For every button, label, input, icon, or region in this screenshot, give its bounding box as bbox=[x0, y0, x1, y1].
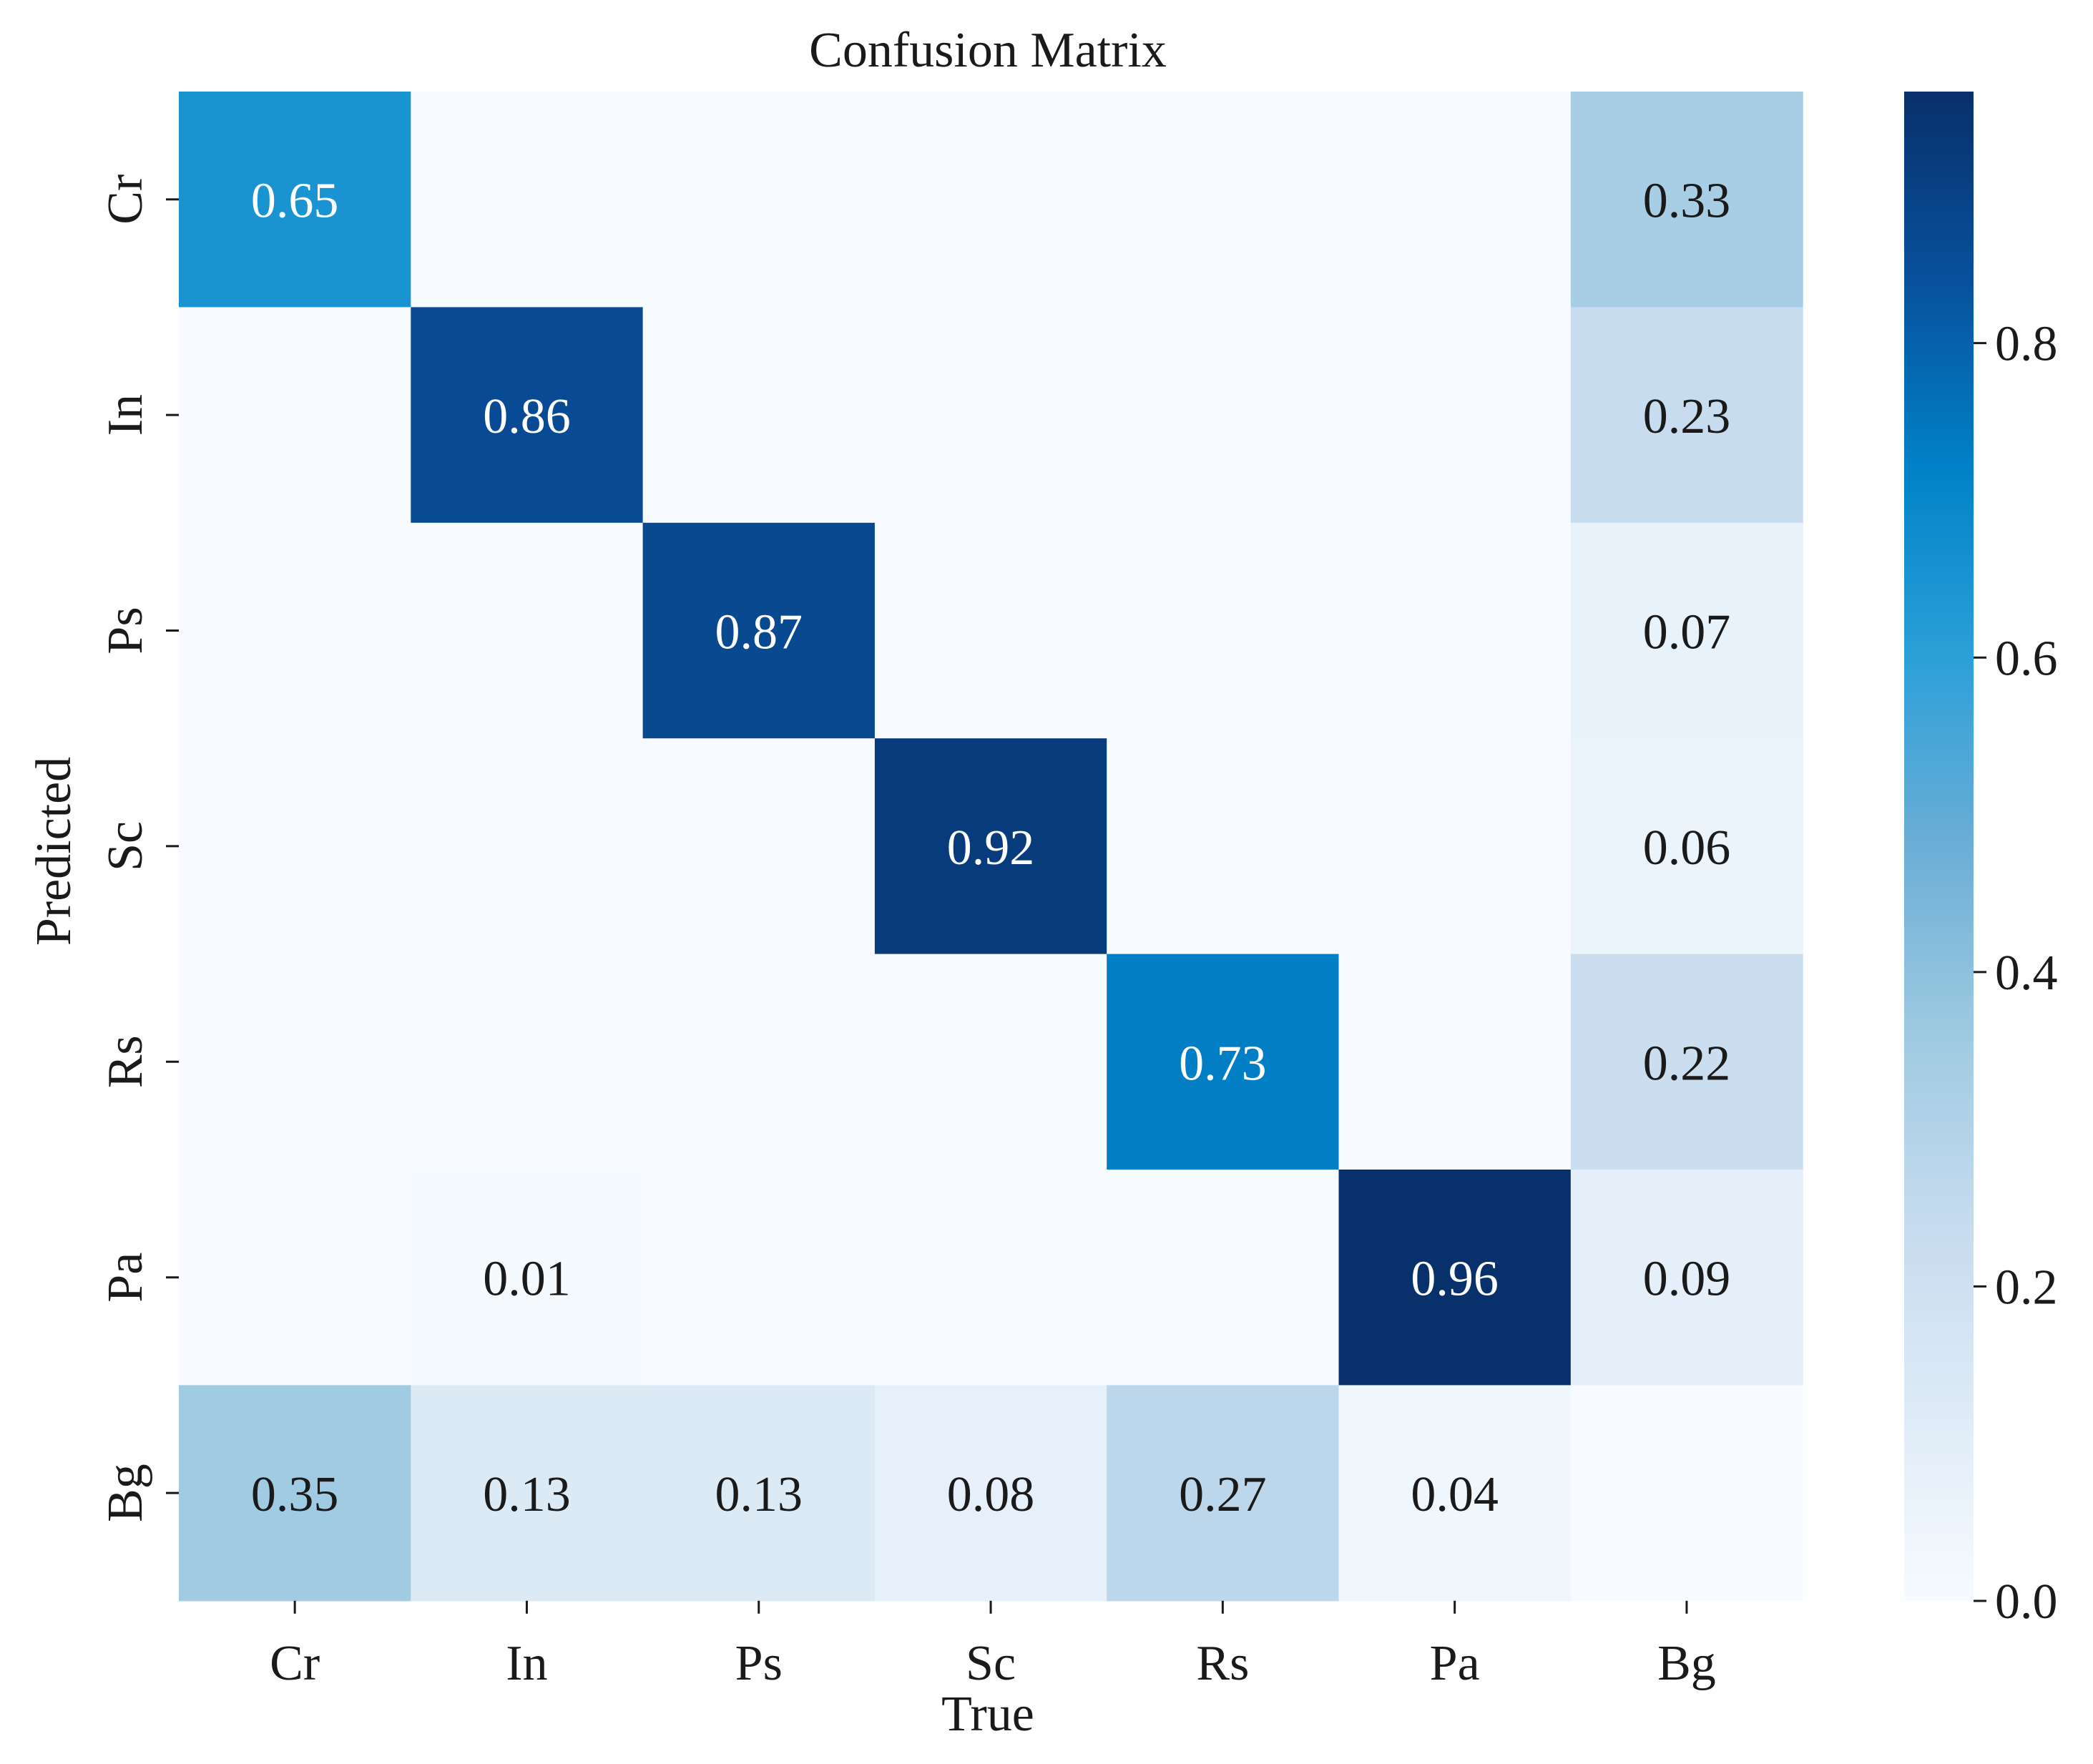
cell-label: 0.87 bbox=[715, 605, 803, 660]
heatmap-cell-bg-bg bbox=[1570, 1385, 1803, 1602]
cell-label: 0.27 bbox=[1179, 1467, 1267, 1522]
cell-label: 0.33 bbox=[1643, 174, 1731, 229]
y-tick-label-rs: Rs bbox=[98, 1035, 153, 1088]
heatmap-cell-pa-ps bbox=[642, 1170, 876, 1386]
heatmap-cell-pa-rs bbox=[1107, 1170, 1340, 1386]
colorbar: 0.0 0.2 0.4 0.6 0.8 bbox=[1904, 92, 2058, 1630]
x-tick-label-sc: Sc bbox=[966, 1636, 1016, 1691]
x-tick-label-ps: Ps bbox=[735, 1636, 783, 1691]
cell-label: 0.65 bbox=[251, 174, 339, 229]
x-tick-label-pa: Pa bbox=[1430, 1636, 1480, 1691]
cell-label: 0.01 bbox=[483, 1252, 571, 1307]
y-tick-label-ps: Ps bbox=[98, 607, 153, 654]
heatmap-cell-bg-sc bbox=[874, 1385, 1107, 1602]
heatmap-cell-sc-bg bbox=[1570, 738, 1803, 955]
heatmap-cell-pa-sc bbox=[874, 1170, 1107, 1386]
cell-label: 0.92 bbox=[947, 820, 1035, 876]
heatmap-cell-pa-bg bbox=[1570, 1170, 1803, 1386]
heatmap-cell-in-rs bbox=[1107, 307, 1340, 524]
colorbar-tick-label: 0.8 bbox=[1995, 317, 2058, 372]
heatmap-cell-ps-bg bbox=[1570, 522, 1803, 739]
heatmap-cell-in-bg bbox=[1570, 307, 1803, 524]
heatmap-cell-rs-cr bbox=[179, 954, 411, 1170]
heatmap-cell-sc-ps bbox=[642, 738, 876, 955]
y-tick-label-in: In bbox=[98, 394, 153, 436]
heatmap-cell-rs-rs bbox=[1107, 954, 1340, 1170]
y-tick-label-pa: Pa bbox=[98, 1253, 153, 1303]
heatmap-cell-ps-sc bbox=[874, 522, 1107, 739]
heatmap-cell-rs-ps bbox=[642, 954, 876, 1170]
colorbar-tick-label: 0.4 bbox=[1995, 946, 2058, 1001]
heatmap-cell-bg-cr bbox=[179, 1385, 411, 1602]
heatmap-cell-in-pa bbox=[1338, 307, 1572, 524]
heatmap-cell-cr-rs bbox=[1107, 92, 1340, 308]
cell-label: 0.13 bbox=[483, 1467, 571, 1522]
y-tick-label-sc: Sc bbox=[98, 821, 153, 871]
heatmap-cell-in-sc bbox=[874, 307, 1107, 524]
cell-label: 0.07 bbox=[1643, 605, 1731, 660]
cell-label: 0.09 bbox=[1643, 1252, 1731, 1307]
heatmap-cell-pa-in bbox=[411, 1170, 644, 1386]
chart-title: Confusion Matrix bbox=[809, 23, 1167, 78]
heatmap-cell-sc-cr bbox=[179, 738, 411, 955]
x-tick-label-in: In bbox=[506, 1636, 547, 1691]
heatmap-cell-bg-rs bbox=[1107, 1385, 1340, 1602]
colorbar-gradient bbox=[1904, 92, 1974, 1601]
cell-label: 0.35 bbox=[251, 1467, 339, 1522]
y-axis: Cr In Ps Sc Rs Pa Bg bbox=[98, 175, 179, 1522]
x-tick-label-cr: Cr bbox=[270, 1636, 320, 1691]
heatmap-cell-rs-pa bbox=[1338, 954, 1572, 1170]
heatmap-cell-cr-sc bbox=[874, 92, 1107, 308]
cell-label: 0.22 bbox=[1643, 1036, 1731, 1091]
heatmap-cell-sc-rs bbox=[1107, 738, 1340, 955]
heatmap-cells bbox=[179, 92, 1803, 1602]
colorbar-tick-label: 0.6 bbox=[1995, 631, 2058, 686]
x-tick-label-rs: Rs bbox=[1196, 1636, 1249, 1691]
heatmap-cell-cr-ps bbox=[642, 92, 876, 308]
heatmap-cell-ps-ps bbox=[642, 522, 876, 739]
heatmap-cell-bg-in bbox=[411, 1385, 644, 1602]
heatmap-cell-sc-pa bbox=[1338, 738, 1572, 955]
cell-label: 0.86 bbox=[483, 389, 571, 444]
cell-label: 0.06 bbox=[1643, 820, 1731, 876]
heatmap-cell-sc-sc bbox=[874, 738, 1107, 955]
heatmap-cell-rs-sc bbox=[874, 954, 1107, 1170]
heatmap-cell-pa-cr bbox=[179, 1170, 411, 1386]
heatmap-cell-pa-pa bbox=[1338, 1170, 1572, 1386]
cell-label: 0.04 bbox=[1411, 1467, 1499, 1522]
cell-labels: 0.65 0.33 0.86 0.23 0.87 0.07 0.92 0.06 0.73 0.22… bbox=[251, 174, 1730, 1522]
heatmap-cell-ps-rs bbox=[1107, 522, 1340, 739]
y-axis-label: Predicted bbox=[26, 757, 82, 946]
cell-label: 0.13 bbox=[715, 1467, 803, 1522]
cell-label: 0.08 bbox=[947, 1467, 1035, 1522]
cell-label: 0.23 bbox=[1643, 389, 1731, 444]
y-tick-label-bg: Bg bbox=[98, 1464, 153, 1522]
cell-label: 0.73 bbox=[1179, 1036, 1267, 1091]
y-tick-label-cr: Cr bbox=[98, 175, 153, 225]
heatmap-cell-rs-bg bbox=[1570, 954, 1803, 1170]
heatmap-cell-ps-pa bbox=[1338, 522, 1572, 739]
heatmap-cell-rs-in bbox=[411, 954, 644, 1170]
heatmap-cell-bg-pa bbox=[1338, 1385, 1572, 1602]
heatmap-cell-in-in bbox=[411, 307, 644, 524]
heatmap-cell-cr-cr bbox=[179, 92, 411, 308]
colorbar-tick-label: 0.2 bbox=[1995, 1260, 2058, 1315]
heatmap-cell-in-cr bbox=[179, 307, 411, 524]
x-axis: Cr In Ps Sc Rs Pa Bg bbox=[270, 1600, 1716, 1691]
heatmap-cell-ps-cr bbox=[179, 522, 411, 739]
heatmap-cell-cr-bg bbox=[1570, 92, 1803, 308]
heatmap-cell-in-ps bbox=[642, 307, 876, 524]
colorbar-tick-label: 0.0 bbox=[1995, 1574, 2058, 1630]
cell-label: 0.96 bbox=[1411, 1252, 1499, 1307]
x-tick-label-bg: Bg bbox=[1657, 1636, 1716, 1691]
heatmap-cell-bg-ps bbox=[642, 1385, 876, 1602]
x-axis-label: True bbox=[941, 1687, 1034, 1742]
heatmap-cell-sc-in bbox=[411, 738, 644, 955]
heatmap-cell-ps-in bbox=[411, 522, 644, 739]
heatmap-cell-cr-pa bbox=[1338, 92, 1572, 308]
heatmap-cell-cr-in bbox=[411, 92, 644, 308]
